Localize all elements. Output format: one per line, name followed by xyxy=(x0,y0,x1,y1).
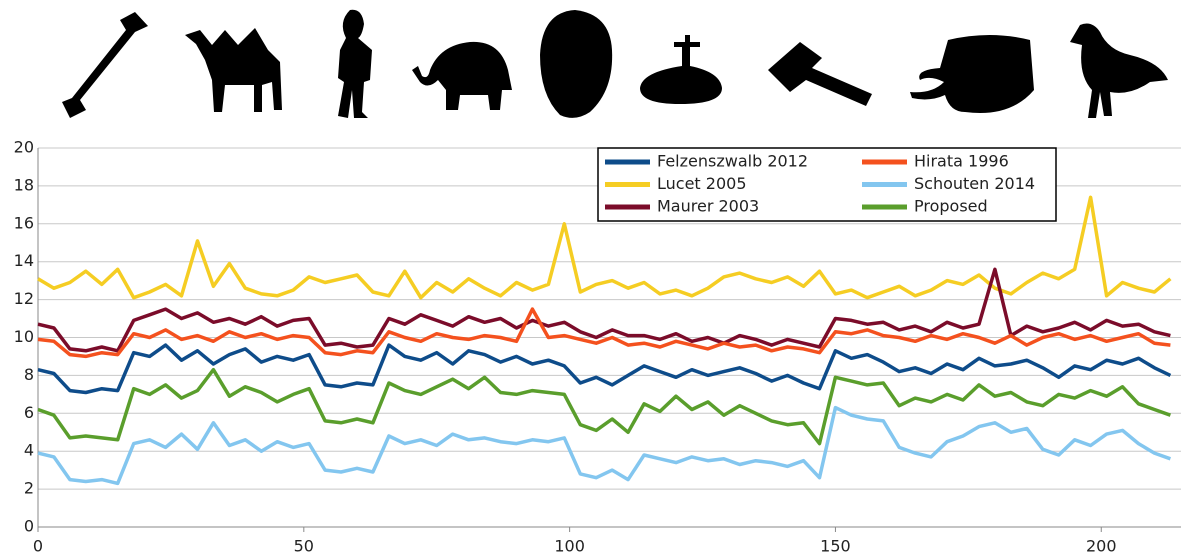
x-tick-label: 50 xyxy=(294,537,314,556)
legend-label: Felzenszwalb 2012 xyxy=(657,152,808,171)
silhouette-child xyxy=(338,10,372,118)
y-tick-label: 2 xyxy=(24,479,34,498)
legend-label: Maurer 2003 xyxy=(657,197,759,216)
y-tick-label: 6 xyxy=(24,403,34,422)
y-tick-label: 10 xyxy=(14,327,34,346)
chart: Felzenszwalb 2012 Lucet 2005 Maurer 2003 Hi… xyxy=(0,0,1181,559)
y-tick-label: 16 xyxy=(14,213,34,232)
y-tick-label: 4 xyxy=(24,441,34,460)
y-tick-label: 0 xyxy=(24,517,34,536)
legend-label: Proposed xyxy=(914,197,988,216)
silhouette-fountain xyxy=(640,35,722,104)
silhouette-head xyxy=(540,10,612,118)
legend-label: Schouten 2014 xyxy=(914,174,1035,193)
series-line xyxy=(38,408,1170,484)
x-tick-label: 100 xyxy=(554,537,585,556)
silhouette-hammer xyxy=(768,42,872,106)
silhouette-bone xyxy=(62,12,148,118)
legend: Felzenszwalb 2012 Lucet 2005 Maurer 2003 Hi… xyxy=(598,148,1056,221)
legend-label: Hirata 1996 xyxy=(914,152,1009,171)
lines xyxy=(38,197,1170,483)
silhouette-camel xyxy=(185,28,282,112)
y-tick-label: 12 xyxy=(14,289,34,308)
silhouette-elephant xyxy=(412,42,512,110)
y-tick-label: 20 xyxy=(14,138,34,157)
silhouettes xyxy=(62,10,1168,118)
series-line xyxy=(38,345,1170,392)
legend-label: Lucet 2005 xyxy=(657,174,747,193)
y-tick-label: 8 xyxy=(24,365,34,384)
silhouette-pot xyxy=(910,35,1034,113)
x-tick-label: 200 xyxy=(1086,537,1117,556)
silhouette-bird xyxy=(1070,24,1168,118)
x-tick-label: 150 xyxy=(820,537,851,556)
y-tick-label: 14 xyxy=(14,251,34,270)
x-tick-label: 0 xyxy=(33,537,43,556)
y-tick-label: 18 xyxy=(14,175,34,194)
